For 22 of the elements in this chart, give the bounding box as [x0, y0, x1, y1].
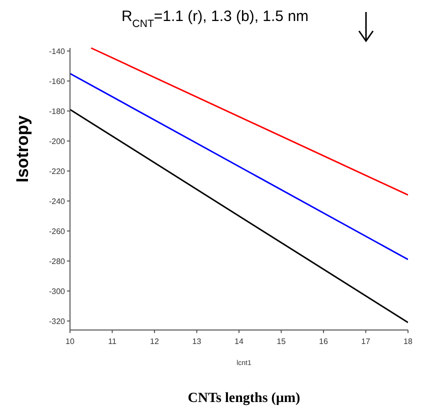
- y-axis-title: Isotropy: [13, 114, 32, 183]
- y-tick-label: -160: [48, 76, 66, 86]
- x-tick-label: 15: [276, 337, 286, 346]
- y-tick-label: -240: [48, 196, 66, 206]
- x-tick-label: 17: [361, 337, 371, 346]
- chart-title: R$_{CNT}$=1.1 (r), 1.3 (b), 1.5 nm: [121, 8, 309, 30]
- y-tick-label: -320: [48, 316, 66, 326]
- y-tick-label: -140: [48, 46, 66, 56]
- y-tick-label: -280: [48, 256, 66, 266]
- x-tick-label: 12: [150, 337, 160, 346]
- y-tick-label: -220: [48, 166, 66, 176]
- x-tick-label: 16: [319, 337, 328, 346]
- y-tick-label: -200: [48, 136, 66, 146]
- text: CNTs lengths (μm): [188, 391, 301, 406]
- x-tick-label: 13: [192, 337, 202, 346]
- x-tick-label: 11: [108, 337, 117, 346]
- x-tick-label: 18: [404, 337, 413, 346]
- x-tick-label: 10: [66, 337, 75, 346]
- y-tick-label: -180: [48, 106, 66, 116]
- y-tick-label: -260: [48, 226, 66, 236]
- y-tick-label: -300: [48, 286, 66, 296]
- x-tick-label: 14: [234, 337, 244, 346]
